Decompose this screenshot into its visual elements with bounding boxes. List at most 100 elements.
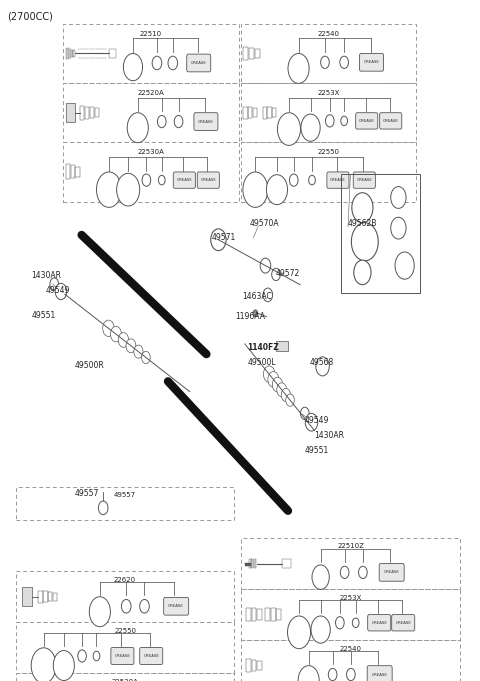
FancyBboxPatch shape bbox=[368, 615, 391, 631]
Bar bbox=[66, 48, 67, 59]
Circle shape bbox=[395, 252, 414, 279]
FancyBboxPatch shape bbox=[187, 54, 211, 72]
Bar bbox=[249, 48, 254, 59]
Bar bbox=[70, 49, 71, 59]
Bar bbox=[63, 142, 239, 202]
Bar bbox=[241, 538, 460, 589]
Bar bbox=[255, 558, 256, 568]
Bar bbox=[16, 622, 234, 674]
Bar bbox=[16, 571, 234, 622]
FancyBboxPatch shape bbox=[111, 648, 134, 665]
Circle shape bbox=[89, 597, 110, 627]
Circle shape bbox=[300, 407, 309, 419]
Bar bbox=[253, 108, 257, 117]
Circle shape bbox=[31, 648, 56, 681]
Bar bbox=[253, 558, 254, 568]
Circle shape bbox=[340, 567, 349, 579]
Text: 2253X: 2253X bbox=[317, 90, 340, 96]
FancyBboxPatch shape bbox=[379, 564, 404, 582]
Circle shape bbox=[50, 278, 59, 290]
Text: GREASE: GREASE bbox=[330, 178, 346, 182]
Bar bbox=[68, 48, 69, 59]
Circle shape bbox=[354, 260, 371, 285]
Circle shape bbox=[312, 565, 329, 590]
Text: GREASE: GREASE bbox=[200, 178, 216, 182]
Text: GREASE: GREASE bbox=[168, 604, 184, 608]
Text: 1430AR: 1430AR bbox=[31, 271, 61, 281]
Circle shape bbox=[263, 288, 273, 302]
Text: 49549: 49549 bbox=[305, 416, 329, 426]
Circle shape bbox=[351, 223, 378, 261]
Text: 49562B: 49562B bbox=[348, 219, 377, 228]
Text: 22540: 22540 bbox=[340, 646, 361, 652]
Text: GREASE: GREASE bbox=[114, 654, 131, 658]
Bar bbox=[16, 487, 234, 520]
FancyBboxPatch shape bbox=[360, 54, 384, 72]
Text: 22510: 22510 bbox=[140, 31, 162, 37]
Circle shape bbox=[117, 174, 140, 206]
Circle shape bbox=[391, 217, 406, 239]
Circle shape bbox=[266, 175, 288, 205]
Bar bbox=[53, 592, 57, 601]
Bar bbox=[71, 165, 75, 178]
Bar bbox=[249, 558, 251, 568]
Bar bbox=[271, 609, 276, 621]
Text: 49557: 49557 bbox=[74, 489, 99, 498]
FancyBboxPatch shape bbox=[173, 172, 195, 189]
Circle shape bbox=[98, 501, 108, 515]
Text: 49549: 49549 bbox=[46, 286, 70, 296]
Circle shape bbox=[336, 617, 344, 629]
Text: 49551: 49551 bbox=[305, 446, 329, 456]
Text: GREASE: GREASE bbox=[359, 119, 375, 123]
FancyBboxPatch shape bbox=[327, 172, 349, 189]
Circle shape bbox=[103, 320, 114, 336]
Text: GREASE: GREASE bbox=[384, 571, 400, 574]
Bar bbox=[75, 167, 80, 178]
Circle shape bbox=[391, 187, 406, 208]
Circle shape bbox=[142, 351, 150, 364]
Circle shape bbox=[272, 268, 280, 281]
Circle shape bbox=[289, 174, 298, 187]
Text: GREASE: GREASE bbox=[395, 621, 411, 624]
Bar bbox=[276, 609, 281, 620]
Circle shape bbox=[305, 413, 318, 431]
Circle shape bbox=[352, 618, 359, 628]
Circle shape bbox=[301, 114, 320, 142]
Text: 22620: 22620 bbox=[114, 577, 136, 583]
Text: GREASE: GREASE bbox=[191, 61, 207, 65]
Circle shape bbox=[134, 345, 143, 358]
Circle shape bbox=[142, 174, 151, 187]
Circle shape bbox=[298, 666, 319, 681]
Bar bbox=[66, 165, 70, 180]
FancyBboxPatch shape bbox=[353, 172, 375, 189]
Circle shape bbox=[78, 650, 86, 662]
Text: (2700CC): (2700CC) bbox=[7, 12, 53, 22]
Circle shape bbox=[272, 377, 283, 392]
Circle shape bbox=[157, 115, 166, 128]
Bar bbox=[22, 587, 32, 606]
Bar bbox=[43, 591, 48, 602]
Circle shape bbox=[341, 116, 348, 125]
Circle shape bbox=[93, 651, 100, 661]
Text: 22510Z: 22510Z bbox=[337, 543, 364, 550]
Text: GREASE: GREASE bbox=[143, 654, 159, 658]
Bar bbox=[66, 104, 75, 123]
Bar bbox=[265, 608, 270, 622]
Circle shape bbox=[260, 258, 271, 273]
Circle shape bbox=[53, 650, 74, 680]
Bar bbox=[248, 108, 252, 118]
Text: 22550: 22550 bbox=[114, 628, 136, 634]
Bar bbox=[251, 558, 252, 568]
Circle shape bbox=[288, 616, 311, 648]
Circle shape bbox=[121, 599, 131, 613]
Bar bbox=[272, 108, 276, 117]
Circle shape bbox=[288, 54, 309, 84]
FancyBboxPatch shape bbox=[197, 172, 219, 189]
Bar bbox=[73, 50, 75, 57]
Bar bbox=[241, 640, 460, 681]
Circle shape bbox=[118, 332, 129, 347]
Bar bbox=[241, 83, 416, 142]
FancyBboxPatch shape bbox=[392, 615, 415, 631]
Bar bbox=[341, 174, 420, 293]
Text: GREASE: GREASE bbox=[176, 178, 192, 182]
